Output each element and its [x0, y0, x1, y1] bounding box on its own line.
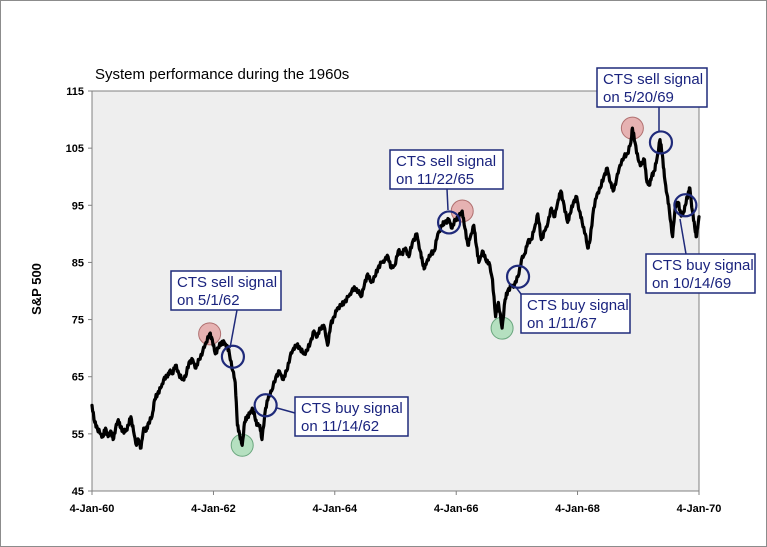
- annotation-sell-1969: CTS sell signal on 5/20/69: [596, 67, 708, 132]
- annotation-line1: CTS sell signal: [177, 274, 277, 291]
- annotation-line2: on 10/14/69: [652, 275, 731, 292]
- x-tick-label: 4-Jan-60: [70, 503, 115, 515]
- x-tick-label: 4-Jan-64: [312, 503, 358, 515]
- annotation-line1: CTS sell signal: [396, 153, 496, 170]
- x-axis: 4-Jan-60 4-Jan-62 4-Jan-64 4-Jan-66 4-Jan-68…: [70, 491, 722, 515]
- y-tick-label: 65: [72, 372, 84, 384]
- signal-circle: [673, 193, 698, 218]
- annotation-line1: CTS sell signal: [603, 71, 703, 88]
- y-axis: 45 55 65 75 85 95 105 115: [66, 86, 92, 498]
- annotation-buy-1962: CTS buy signal on 11/14/62: [276, 396, 409, 437]
- annotation-line2: on 5/20/69: [603, 89, 674, 106]
- annotation-line2: on 5/1/62: [177, 292, 240, 309]
- x-tick-label: 4-Jan-68: [555, 503, 600, 515]
- annotation-line2: on 11/22/65: [396, 171, 474, 188]
- chart-title: System performance during the 1960s: [95, 66, 349, 83]
- annotation-line1: CTS buy signal: [652, 257, 754, 274]
- signal-circle: [505, 264, 531, 289]
- sp500-line: [90, 126, 701, 450]
- annotation-sell-1965: CTS sell signal on 11/22/65: [389, 149, 504, 211]
- y-tick-label: 45: [72, 486, 84, 498]
- annotation-line2: on 1/11/67: [527, 315, 597, 332]
- signal-circle: [220, 344, 246, 369]
- annotation-line1: CTS buy signal: [527, 297, 629, 314]
- y-tick-label: 55: [72, 429, 84, 441]
- signal-circle: [253, 393, 278, 418]
- y-tick-label: 85: [72, 257, 84, 269]
- x-tick-label: 4-Jan-70: [677, 503, 722, 515]
- x-tick-label: 4-Jan-62: [191, 503, 236, 515]
- x-tick-label: 4-Jan-66: [434, 503, 479, 515]
- y-tick-label: 75: [72, 315, 84, 327]
- y-tick-label: 115: [66, 86, 84, 98]
- y-axis-label: S&P 500: [29, 263, 44, 315]
- signal-layer: [220, 130, 698, 418]
- signal-circle: [436, 210, 462, 235]
- annotation-line2: on 11/14/62: [301, 418, 379, 435]
- y-tick-label: 95: [72, 200, 84, 212]
- annotation-line1: CTS buy signal: [301, 400, 403, 417]
- annotation-buy-1967: CTS buy signal on 1/11/67: [514, 285, 631, 334]
- y-tick-label: 105: [66, 143, 84, 155]
- annotation-sell-1962: CTS sell signal on 5/1/62: [170, 270, 282, 349]
- annotation-buy-1969: CTS buy signal on 10/14/69: [645, 218, 756, 294]
- signal-circle: [648, 130, 674, 155]
